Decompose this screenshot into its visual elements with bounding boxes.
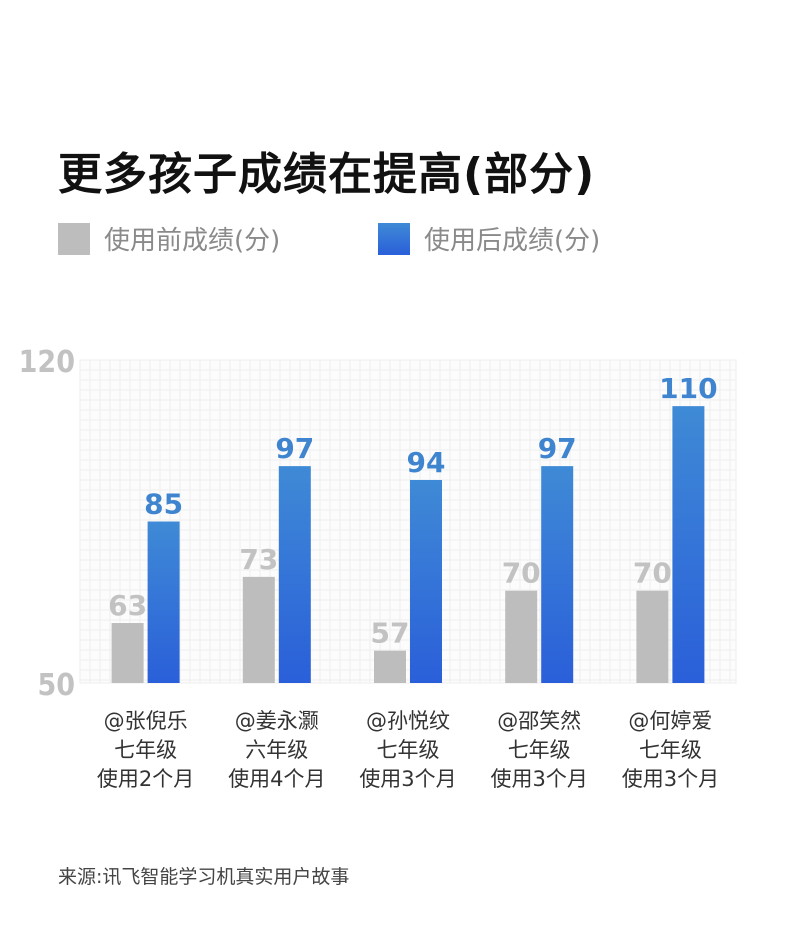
bar-value-before: 70 <box>502 557 541 590</box>
x-category-label: 七年级 <box>639 738 702 762</box>
bar-value-after: 94 <box>407 446 446 479</box>
bar-before <box>374 650 406 683</box>
bar-before <box>111 623 144 683</box>
legend: 使用前成绩(分) 使用后成绩(分) <box>58 220 758 260</box>
x-category-label: 使用3个月 <box>491 767 588 791</box>
legend-swatch-before <box>58 222 90 255</box>
x-category-label: @邵笑然 <box>497 709 581 733</box>
bar-before <box>636 590 669 683</box>
x-category-label: 使用3个月 <box>359 767 456 791</box>
x-category-label: 七年级 <box>377 738 440 762</box>
bar-value-before: 73 <box>239 543 278 576</box>
chart-title: 更多孩子成绩在提高(部分) <box>58 149 596 200</box>
legend-label-before: 使用前成绩(分) <box>104 226 281 256</box>
source-note: 来源:讯飞智能学习机真实用户故事 <box>58 866 350 888</box>
bar-after <box>278 466 311 683</box>
bar-value-after: 85 <box>144 488 183 521</box>
x-category-label: @张倪乐 <box>104 709 188 733</box>
bar-value-after: 97 <box>538 432 577 465</box>
chart-grid <box>79 359 737 684</box>
x-category-label: 六年级 <box>245 738 308 762</box>
legend-label-after: 使用后成绩(分) <box>424 226 601 256</box>
y-tick-label: 50 <box>37 668 75 703</box>
y-tick-label: 120 <box>19 345 75 380</box>
bar-after <box>147 521 180 683</box>
bar-value-before: 63 <box>108 589 147 622</box>
x-category-label: 七年级 <box>508 738 571 762</box>
bar-value-after: 110 <box>659 372 717 405</box>
x-category-label: @何婷爱 <box>628 709 712 733</box>
legend-item-before: 使用前成绩(分) <box>58 220 280 257</box>
bar-value-after: 97 <box>275 432 314 465</box>
bar-before <box>242 576 275 683</box>
x-category-label: @姜永灏 <box>235 709 319 733</box>
legend-item-after: 使用后成绩(分) <box>378 220 600 257</box>
x-category-label: 使用3个月 <box>622 767 719 791</box>
bar-after <box>410 479 442 683</box>
x-category-label: @孙悦纹 <box>366 709 450 733</box>
plot-area <box>79 359 737 684</box>
x-category-label: 七年级 <box>114 738 177 762</box>
x-category-label: 使用2个月 <box>97 767 194 791</box>
bar-before <box>505 590 538 683</box>
bar-value-before: 70 <box>633 557 672 590</box>
bar-after <box>672 406 705 683</box>
bar-after <box>541 466 574 683</box>
x-category-label: 使用4个月 <box>228 767 325 791</box>
legend-swatch-after <box>378 222 410 255</box>
chart-bars <box>111 406 705 683</box>
bar-value-before: 57 <box>371 617 410 650</box>
